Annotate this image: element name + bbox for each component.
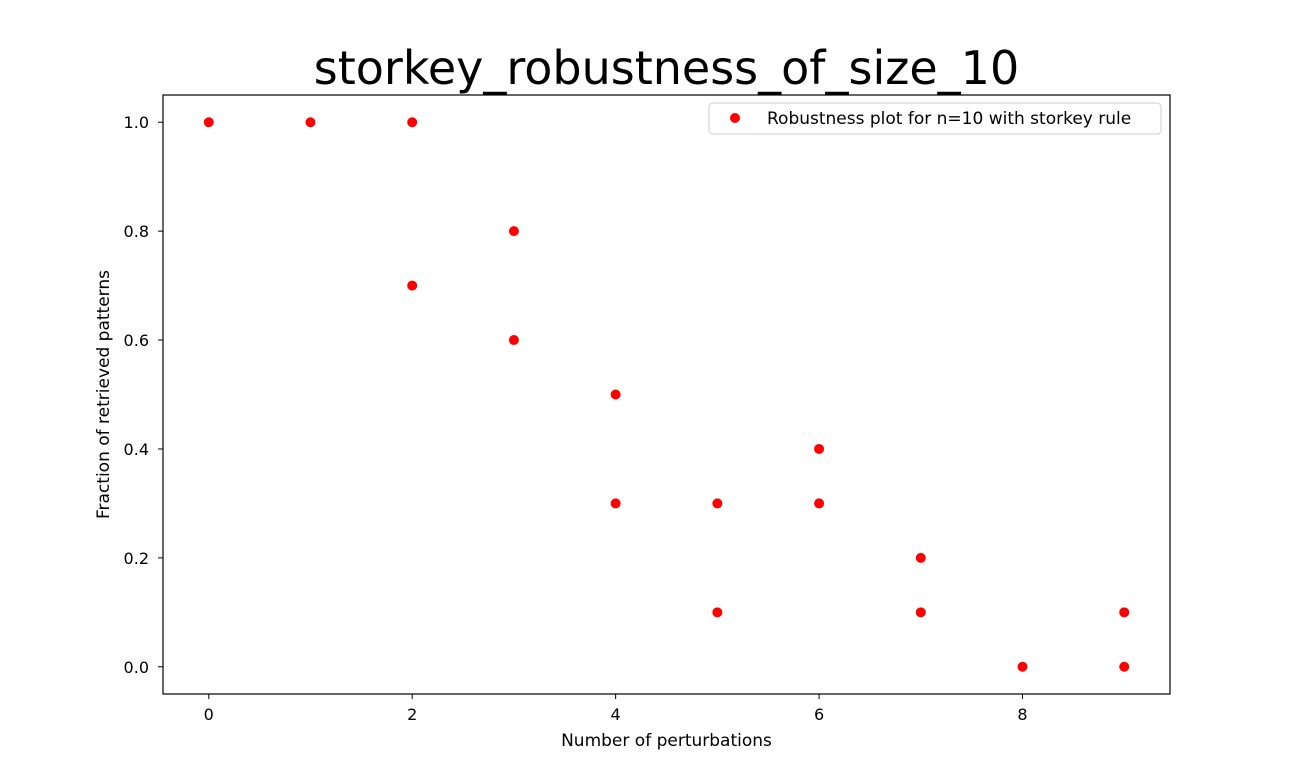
data-point (610, 498, 621, 509)
data-point (814, 443, 825, 454)
legend-box (708, 102, 1162, 135)
data-point (203, 117, 214, 128)
legend-label: Robustness plot for n=10 with storkey ru… (767, 109, 1131, 129)
data-point (1119, 607, 1130, 618)
legend-marker (730, 113, 740, 123)
data-point (1119, 661, 1130, 672)
y-axis-ticks: 0.0 0.2 0.4 0.6 0.8 1.0 (124, 113, 163, 677)
legend: Robustness plot for n=10 with storkey ru… (708, 102, 1162, 135)
x-tick-label: 0 (204, 705, 214, 724)
plot-area (162, 94, 1171, 695)
data-point (712, 607, 723, 618)
y-tick-label: 0.4 (124, 440, 149, 459)
data-point (915, 552, 926, 563)
y-tick-label: 0.6 (124, 331, 149, 350)
x-tick-label: 8 (1017, 705, 1027, 724)
data-point (508, 335, 519, 346)
data-point (915, 607, 926, 618)
data-point (1017, 661, 1028, 672)
data-point (508, 226, 519, 237)
x-tick-label: 6 (814, 705, 824, 724)
chart-title: storkey_robustness_of_size_10 (314, 41, 1019, 95)
y-tick-label: 1.0 (124, 113, 149, 132)
data-point (610, 389, 621, 400)
x-tick-label: 4 (611, 705, 621, 724)
plot-frame (162, 94, 1171, 695)
data-point (305, 117, 316, 128)
y-tick-label: 0.8 (124, 222, 149, 241)
y-axis-label: Fraction of retrieved patterns (94, 270, 114, 519)
data-point (712, 498, 723, 509)
y-tick-label: 0.0 (124, 658, 149, 677)
x-axis-label: Number of perturbations (561, 731, 772, 751)
x-tick-label: 2 (407, 705, 417, 724)
scatter-points (203, 117, 1130, 672)
data-point (407, 280, 418, 291)
data-point (814, 498, 825, 509)
data-point (407, 117, 418, 128)
x-axis-ticks: 0 2 4 6 8 (204, 694, 1028, 724)
y-tick-label: 0.2 (124, 549, 149, 568)
